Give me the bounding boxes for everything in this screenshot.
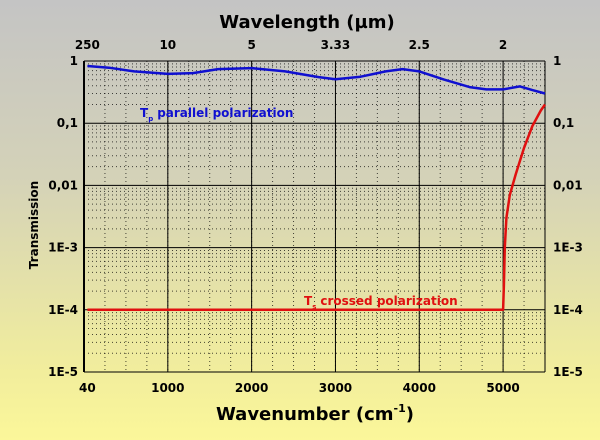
y-tick-label-right: 1E-5 xyxy=(553,365,583,379)
y-tick-label-left: 1E-5 xyxy=(48,365,78,379)
series-line-p xyxy=(87,64,546,95)
legend-crossed: Ts crossed polarization xyxy=(304,294,458,311)
top-tick-label: 250 xyxy=(75,38,100,52)
legend-parallel-sub: p xyxy=(148,115,153,123)
x-tick-label: 5000 xyxy=(486,381,519,395)
top-tick-label: 2 xyxy=(499,38,507,52)
y-tick-label-left: 1 xyxy=(70,54,78,68)
y-axis-label: Transmission xyxy=(27,181,41,269)
axes: 40 1000 2000 3000 4000 5000 250 10 5 3.33 2.5 2 1 1 0,… xyxy=(48,38,583,395)
legend-crossed-symbol: T xyxy=(304,294,313,308)
y-tick-label-right: 0,1 xyxy=(553,116,574,130)
x-tick-label: 3000 xyxy=(319,381,352,395)
x-tick-label: 4000 xyxy=(403,381,436,395)
legend-parallel: Tp parallel polarization xyxy=(140,106,293,123)
top-tick-label: 5 xyxy=(247,38,255,52)
x-axis-label-main: Wavenumber (cm xyxy=(216,404,394,425)
x-axis-label-sup: -1 xyxy=(394,402,406,415)
series xyxy=(87,64,547,312)
y-tick-label-right: 1E-4 xyxy=(553,303,583,317)
y-tick-label-left: 0,01 xyxy=(48,178,78,192)
top-tick-label: 10 xyxy=(159,38,176,52)
x-tick-label: 1000 xyxy=(151,381,184,395)
y-tick-label-left: 1E-3 xyxy=(48,241,78,255)
y-tick-label-right: 1E-3 xyxy=(553,241,583,255)
legend-parallel-symbol: T xyxy=(140,106,149,120)
series-line-s xyxy=(87,103,547,312)
legend-parallel-text: parallel polarization xyxy=(157,106,293,120)
x-tick-label: 2000 xyxy=(235,381,268,395)
y-tick-label-left: 0,1 xyxy=(57,116,78,130)
top-tick-label: 3.33 xyxy=(321,38,351,52)
x-axis-label: Wavenumber (cm-1) xyxy=(216,402,414,425)
y-tick-label-right: 0,01 xyxy=(553,178,583,192)
top-tick-label: 2.5 xyxy=(409,38,430,52)
chart-title: Wavelength (µm) xyxy=(219,12,395,33)
x-tick-label: 40 xyxy=(79,381,96,395)
y-tick-label-left: 1E-4 xyxy=(48,303,78,317)
grid xyxy=(84,60,545,373)
legend-crossed-text: crossed polarization xyxy=(320,294,457,308)
x-axis-label-end: ) xyxy=(406,404,414,425)
legend-crossed-sub: s xyxy=(312,303,316,311)
y-tick-label-right: 1 xyxy=(553,54,561,68)
